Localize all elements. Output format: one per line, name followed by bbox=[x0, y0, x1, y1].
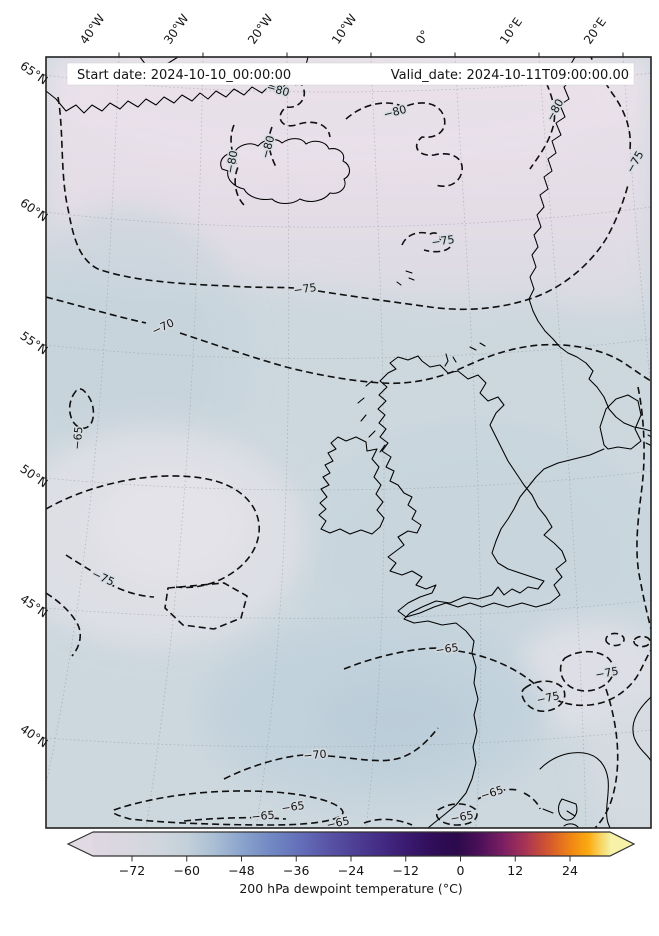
colorbar-right-arrow bbox=[610, 832, 634, 856]
coast-balearics bbox=[542, 808, 576, 817]
contour-label: −75 bbox=[431, 233, 456, 249]
contour-label: −65 bbox=[281, 799, 306, 815]
colorbar-body bbox=[93, 832, 610, 856]
title-bar: Start date: 2024-10-10_00:00:00 Valid_da… bbox=[66, 62, 635, 86]
coast-orkney bbox=[469, 342, 486, 351]
coast-faroe bbox=[396, 270, 415, 286]
colorbar-tick-label: −60 bbox=[174, 863, 200, 878]
coastlines bbox=[46, 57, 651, 828]
coast-greenland bbox=[46, 57, 309, 114]
colorbar-tick-label: 0 bbox=[457, 863, 465, 878]
contour-label: −70 bbox=[303, 748, 327, 763]
contour-label-layer: −80−80−80−80−80−75−75−75−70−65−75−65−75−… bbox=[69, 79, 648, 832]
colorbar-ticks: −72 −60 −48 −36 −24 −12 0 12 24 bbox=[119, 856, 578, 878]
colorbar-tick-label: −12 bbox=[393, 863, 419, 878]
top-axis-tick-label: 0° bbox=[413, 28, 432, 47]
contour-label: −75 bbox=[293, 281, 318, 297]
coast-shetland bbox=[444, 353, 457, 367]
contour-label: −65 bbox=[435, 641, 460, 657]
contour-label: −65 bbox=[449, 809, 474, 826]
coast-norway bbox=[528, 57, 651, 432]
field-shading bbox=[46, 57, 651, 828]
valid-date-text: Valid_date: 2024-10-11T09:00:00.00 bbox=[391, 68, 629, 83]
coast-ireland bbox=[318, 436, 385, 535]
coast-italy bbox=[632, 696, 651, 762]
colorbar-tick-label: −48 bbox=[228, 863, 254, 878]
coast-great-britain bbox=[377, 355, 567, 618]
map-canvas: −80−80−80−80−80−75−75−75−70−65−75−65−75−… bbox=[46, 57, 651, 832]
coast-western-europe bbox=[403, 448, 605, 828]
contour-label: −65 bbox=[251, 809, 275, 824]
contour-label: −65 bbox=[325, 814, 350, 832]
coast-iceland bbox=[220, 138, 351, 205]
map-frame bbox=[45, 56, 652, 829]
contour-label: −80 bbox=[224, 149, 241, 174]
colorbar-tick-label: −72 bbox=[119, 863, 145, 878]
colorbar-outline bbox=[66, 831, 636, 857]
colorbar-tick-label: −24 bbox=[338, 863, 364, 878]
colorbar-caption: 200 hPa dewpoint temperature (°C) bbox=[239, 881, 462, 896]
coast-sardinia bbox=[563, 823, 579, 828]
coast-hebrides bbox=[357, 380, 386, 453]
coast-southern-france-spain bbox=[539, 752, 611, 828]
colorbar-tick-label: 24 bbox=[562, 863, 578, 878]
colorbar-tick-label: 12 bbox=[507, 863, 523, 878]
colorbar-tick-label: −36 bbox=[283, 863, 309, 878]
colorbar-left-arrow bbox=[68, 832, 93, 856]
coast-corsica bbox=[557, 798, 578, 821]
colorbar: −72 −60 −48 −36 −24 −12 0 12 24 200 hPa dewpoint… bbox=[66, 831, 636, 896]
start-date-text: Start date: 2024-10-10_00:00:00 bbox=[77, 68, 291, 83]
contour-label: −75 bbox=[594, 665, 619, 682]
contour-lines bbox=[46, 57, 651, 828]
title-bar-background bbox=[66, 62, 635, 86]
contour-label: −65 bbox=[71, 426, 86, 450]
